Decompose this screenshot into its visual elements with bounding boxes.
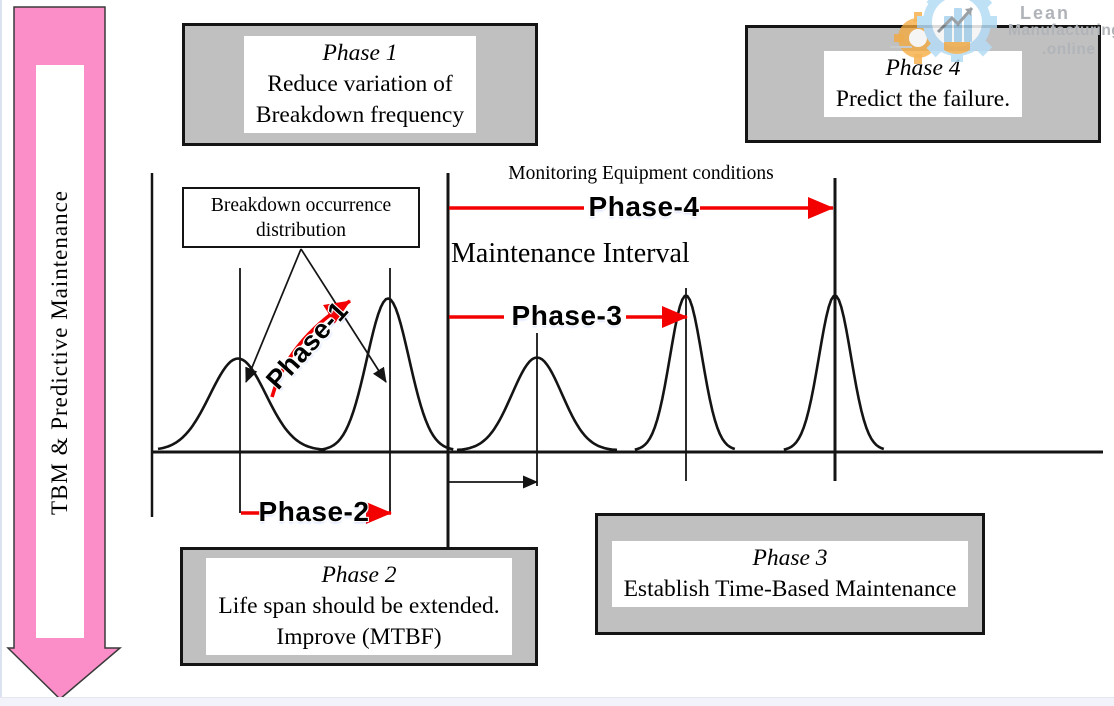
page-left-border	[0, 0, 2, 706]
phase4-box-title: Phase 4	[885, 55, 961, 81]
maintenance-interval-label: Maintenance Interval	[451, 238, 690, 269]
side-arrow-label: TBM & Predictive Maintenance	[47, 189, 72, 515]
phase2-box-line1: Life span should be extended.	[218, 593, 500, 619]
phase1-curved-arrow	[270, 299, 351, 398]
phase4-box-line1: Predict the failure.	[835, 86, 1011, 112]
phase2-box: Phase 2 Life span should be extended. Im…	[180, 547, 538, 666]
distribution-5-narrow	[783, 294, 885, 451]
phase3-box-title: Phase 3	[752, 545, 828, 571]
distribution-4-narrow	[634, 294, 736, 451]
distribution-1-wide	[157, 357, 326, 452]
breakdown-distribution-note: Breakdown occurrence distribution	[182, 187, 420, 248]
lean-manufacturing-logo-icon	[890, 0, 997, 64]
side-arrow-inner-panel	[36, 65, 84, 638]
phase3-arrow-label: Phase-3	[511, 300, 623, 331]
breakdown-note-line1: Breakdown occurrence	[210, 195, 392, 216]
phase4-arrow-label: Phase-4	[588, 191, 700, 222]
phase2-box-title: Phase 2	[321, 562, 397, 588]
note-pointer-left	[245, 248, 302, 383]
logo-text-lean: Lean	[1020, 3, 1071, 23]
distribution-3	[456, 356, 618, 452]
logo-text-online: .online	[1042, 41, 1096, 58]
page-footer-strip	[0, 697, 1114, 706]
phase2-arrow-label: Phase-2	[258, 496, 370, 527]
phase3-box: Phase 3 Establish Time-Based Maintenance	[595, 513, 985, 635]
phase1-box: Phase 1 Reduce variation of Breakdown fr…	[182, 23, 538, 146]
phase1-box-line1: Reduce variation of	[267, 71, 453, 97]
phase1-box-title: Phase 1	[322, 40, 398, 66]
phase2-box-line2: Improve (MTBF)	[276, 624, 442, 650]
breakdown-note-line2: distribution	[256, 220, 346, 241]
tbm-side-arrow	[6, 6, 123, 701]
logo-text-manufacturing: Manufacturing	[1008, 22, 1114, 39]
phase3-box-text: Phase 3 Establish Time-Based Maintenance	[611, 541, 969, 607]
phase1-box-line2: Breakdown frequency	[255, 102, 465, 128]
phase2-box-text: Phase 2 Life span should be extended. Im…	[206, 558, 512, 655]
phase1-box-text: Phase 1 Reduce variation of Breakdown fr…	[243, 36, 477, 133]
monitoring-conditions-label: Monitoring Equipment conditions	[508, 163, 774, 184]
phase4-box-text: Phase 4 Predict the failure.	[823, 51, 1023, 117]
phase3-box-line1: Establish Time-Based Maintenance	[623, 576, 957, 602]
distribution-2-narrow	[320, 297, 454, 451]
